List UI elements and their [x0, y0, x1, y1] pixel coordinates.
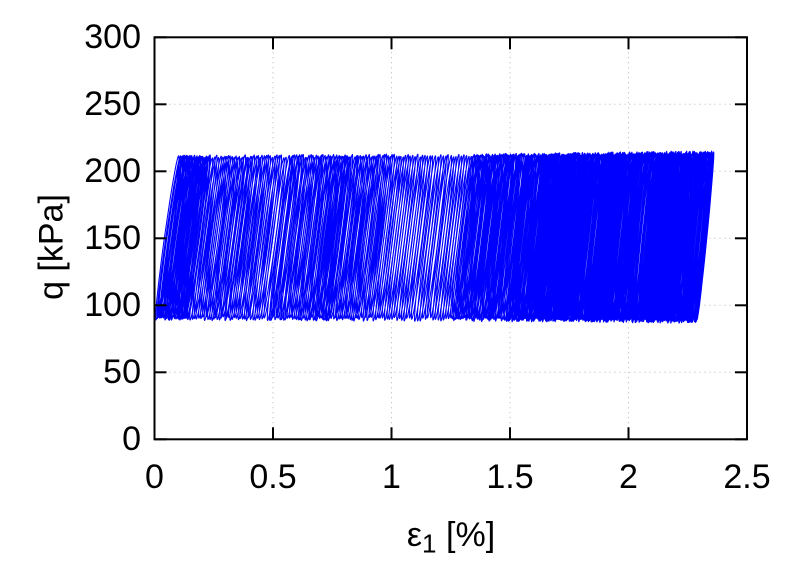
x-tick-label: 0 [145, 458, 164, 496]
x-tick-label: 1.5 [486, 458, 534, 496]
y-tick-label: 200 [84, 152, 141, 191]
tick-marks [153, 36, 748, 441]
y-tick-label: 150 [84, 219, 141, 258]
x-tick-label: 2 [619, 458, 638, 496]
x-axis-title: ε1 [%] [406, 516, 496, 557]
y-tick-label: 0 [122, 420, 141, 459]
x-axis-subscript: 1 [422, 528, 437, 559]
y-tick-label: 100 [84, 286, 141, 325]
x-axis-symbol: ε [406, 516, 423, 554]
y-tick-label: 50 [103, 353, 141, 392]
x-tick-label: 0.5 [249, 458, 297, 496]
x-axis-unit: [%] [446, 516, 496, 554]
x-tick-label: 1 [382, 458, 401, 496]
cyclic-loops-series [155, 150, 715, 324]
y-tick-label: 250 [84, 85, 141, 124]
y-axis-title: q [kPa] [32, 194, 71, 300]
x-tick-label: 2.5 [723, 458, 771, 496]
y-tick-label: 300 [84, 18, 141, 57]
